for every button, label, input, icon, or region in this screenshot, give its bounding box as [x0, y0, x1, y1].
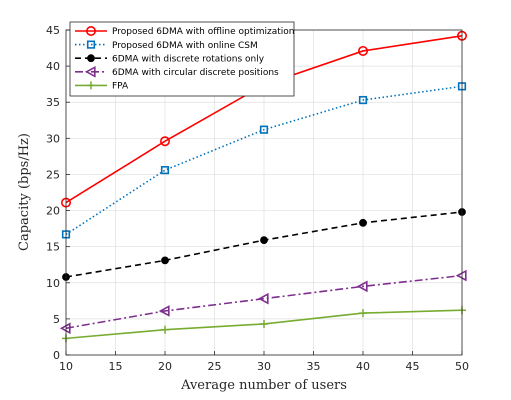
y-axis-label: Capacity (bps/Hz): [17, 133, 32, 251]
legend-entry: Proposed 6DMA with offline optimization: [75, 25, 295, 37]
data-point: [358, 95, 368, 105]
y-tick-label: 5: [53, 313, 60, 326]
series-line: [65, 85, 463, 236]
legend-entry: 6DMA with discrete rotations only: [75, 54, 265, 64]
data-point: [260, 236, 268, 245]
x-tick-label: 40: [356, 360, 370, 373]
legend-label: 6DMA with circular discrete positions: [112, 68, 279, 78]
legend: Proposed 6DMA with offline optimization P…: [69, 21, 295, 97]
data-point: [259, 125, 269, 134]
x-tick-label: 50: [455, 360, 469, 373]
legend-box: [69, 21, 295, 97]
legend-label: Proposed 6DMA with offline optimization: [112, 27, 295, 37]
y-tick-label: 45: [46, 24, 60, 37]
legend-label: Proposed 6DMA with online CSM: [112, 41, 258, 51]
y-tick-label: 30: [46, 132, 60, 145]
legend-marker: [87, 54, 95, 63]
legend-entry: Proposed 6DMA with online CSM: [75, 40, 258, 51]
data-point: [161, 325, 169, 334]
data-point: [357, 45, 368, 56]
x-tick-label: 25: [208, 360, 222, 373]
x-tick-label: 10: [59, 360, 73, 373]
series-layer: [59, 30, 467, 343]
data-point: [359, 309, 367, 318]
y-tick-label: 25: [46, 168, 60, 181]
y-tick-label: 40: [46, 60, 60, 73]
x-tick-label: 15: [109, 360, 123, 373]
x-tick-label: 30: [257, 360, 271, 373]
y-tick-label: 0: [53, 349, 60, 362]
legend-marker: [87, 81, 95, 90]
y-tick-label: 20: [46, 205, 60, 218]
data-point: [359, 218, 367, 227]
y-tick-label: 35: [46, 96, 60, 109]
x-tick-label: 45: [406, 360, 420, 373]
data-point: [160, 136, 171, 147]
legend-entry: 6DMA with circular discrete positions: [75, 65, 279, 78]
legend-marker: [86, 25, 97, 36]
x-tick-label: 20: [158, 360, 172, 373]
y-tick-label: 15: [46, 241, 60, 254]
axis-ticks: 10 15 20 25 30 35 40 45 50 0 5 10 15 20 25 30 35 40 45: [46, 24, 469, 373]
data-point: [356, 280, 368, 293]
legend-marker: [86, 40, 96, 49]
data-point: [260, 319, 268, 328]
series-line: [65, 274, 463, 330]
data-point: [257, 292, 269, 305]
y-tick-label: 10: [46, 277, 60, 290]
data-point: [158, 305, 170, 317]
x-axis-label: Average number of users: [180, 378, 347, 393]
legend-entry: FPA: [75, 81, 129, 92]
data-point: [161, 256, 169, 265]
legend-marker: [84, 65, 96, 78]
legend-label: FPA: [112, 82, 129, 92]
data-point: [160, 166, 170, 175]
x-tick-label: 35: [307, 360, 321, 373]
legend-label: 6DMA with discrete rotations only: [112, 54, 265, 64]
